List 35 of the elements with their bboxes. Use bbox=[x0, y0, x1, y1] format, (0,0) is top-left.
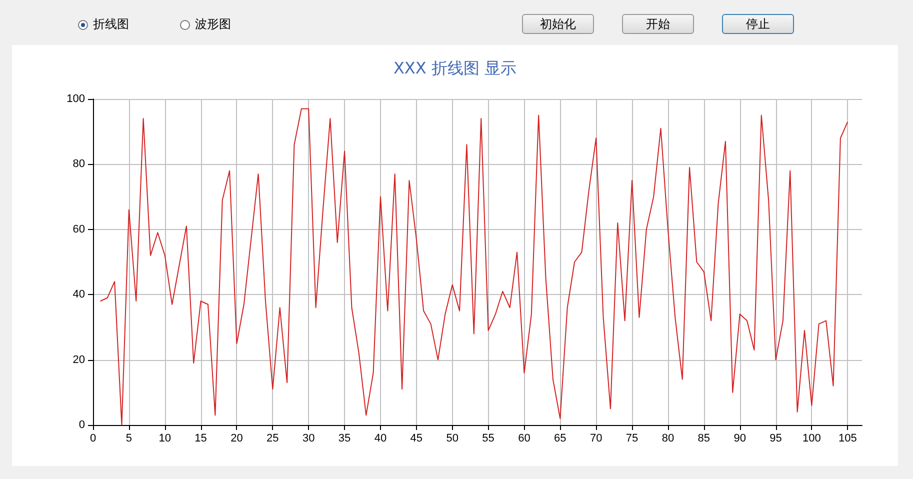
x-tick-label: 60 bbox=[518, 432, 530, 444]
x-tick-label: 75 bbox=[626, 432, 638, 444]
y-tick-label: 40 bbox=[72, 288, 85, 301]
text: 波形图 bbox=[195, 16, 231, 33]
x-tick-label: 95 bbox=[770, 432, 782, 444]
y-tick-label: 60 bbox=[72, 223, 85, 236]
x-tick-label: 65 bbox=[554, 432, 566, 444]
text: 停止 bbox=[722, 14, 794, 34]
x-tick-label: 25 bbox=[266, 432, 279, 444]
x-tick-label: 10 bbox=[158, 432, 171, 444]
line-series bbox=[100, 108, 848, 426]
text: 折线图 bbox=[93, 16, 129, 33]
y-tick-label: 100 bbox=[66, 93, 85, 105]
x-tick-label: 80 bbox=[662, 432, 674, 444]
x-tick-label: 70 bbox=[590, 432, 602, 444]
y-tick-label: 20 bbox=[72, 354, 85, 366]
y-tick-label: 80 bbox=[72, 158, 85, 170]
x-tick-label: 105 bbox=[838, 432, 857, 444]
x-tick-label: 50 bbox=[446, 432, 458, 444]
x-tick-label: 30 bbox=[302, 432, 315, 444]
x-tick-label: 45 bbox=[410, 432, 423, 444]
x-tick-label: 35 bbox=[338, 432, 351, 444]
text: 开始 bbox=[622, 14, 694, 34]
x-tick-label: 90 bbox=[734, 432, 746, 444]
x-tick-label: 5 bbox=[126, 432, 132, 444]
x-tick-label: 15 bbox=[194, 432, 207, 444]
x-tick-label: 85 bbox=[698, 432, 710, 444]
chart-title: XXX 折线图 显示 bbox=[393, 58, 517, 78]
x-tick-label: 0 bbox=[90, 432, 96, 444]
x-tick-label: 100 bbox=[802, 432, 821, 444]
x-tick-label: 40 bbox=[374, 432, 387, 444]
y-tick-label: 0 bbox=[78, 419, 85, 431]
text: 初始化 bbox=[522, 14, 594, 34]
x-tick-label: 20 bbox=[230, 432, 243, 444]
x-tick-label: 55 bbox=[482, 432, 494, 444]
